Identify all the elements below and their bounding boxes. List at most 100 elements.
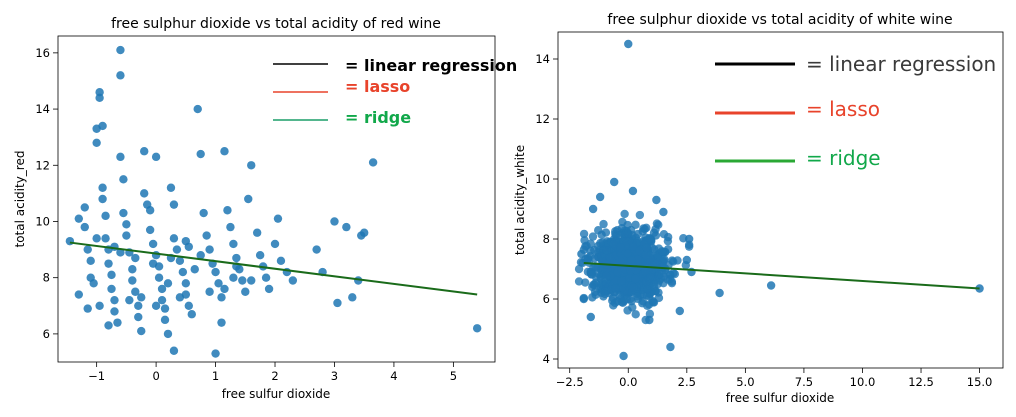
white-data-point [652,219,662,228]
red-data-point [196,149,205,159]
white-data-point [642,243,651,252]
white-data-point [659,207,668,217]
white-data-point [594,226,603,235]
white-x-tick-label: 10.0 [850,375,876,389]
white-legend-label: = linear regression [806,52,996,76]
white-data-point [638,299,647,308]
red-data-point [247,161,256,170]
white-plot-frame [557,31,1004,369]
white-data-point [574,264,584,274]
red-data-point [217,318,226,327]
white-data-point [613,267,623,277]
white-data-point [618,254,627,264]
red-data-point [348,293,357,302]
red-data-point [472,324,482,333]
red-data-point [140,147,149,156]
red-data-point [101,211,110,221]
red-data-point [229,239,238,249]
white-data-point [576,258,586,267]
red-data-point [86,256,95,266]
red-data-point [166,183,176,192]
white-data-point [645,315,654,325]
white-data-point [633,229,642,239]
red-data-point [74,214,84,223]
white-data-point [766,281,776,290]
red-data-point [151,152,161,162]
red-data-point [119,175,128,184]
red-data-point [134,312,143,322]
red-data-point [175,293,185,302]
red-data-point [116,45,125,55]
red-data-point [74,290,84,299]
red-data-point [217,293,226,302]
red-data-point [116,248,125,257]
red-data-point [223,206,232,215]
red-data-point [131,287,140,296]
white-data-point [581,278,590,287]
white-data-point [588,232,598,241]
red-regression-line [69,241,478,296]
white-y-tick-label: 14 [535,52,550,66]
white-data-point [645,309,655,319]
white-data-point [665,275,675,284]
white-legend: = linear regression = lasso = ridge [715,52,996,170]
red-data-point [110,295,119,305]
white-data-point [627,296,636,306]
white-data-point [643,284,652,294]
red-data-point [241,287,250,296]
white-data-point [645,292,654,301]
white-data-point [624,39,633,49]
red-data-point [104,259,113,268]
red-chart-title: free sulphur dioxide vs total acidity of… [111,16,441,32]
white-data-point [649,298,658,307]
red-data-point [175,256,185,266]
red-y-tick-label: 16 [35,46,50,60]
white-data-point [605,253,615,262]
white-data-point [629,283,638,292]
red-data-point [169,200,179,209]
white-x-tick-label: −2.5 [556,375,584,389]
red-legend-label: = lasso [345,77,410,96]
red-data-point [95,301,104,310]
white-data-point [587,270,596,279]
white-y-tick-label: 10 [535,172,550,186]
red-data-point [255,251,265,260]
red-data-point [264,284,274,294]
red-data-point [160,315,170,325]
red-y-tick-label: 8 [43,271,50,285]
white-data-point [631,265,641,275]
red-x-tick-label: 5 [450,369,457,383]
white-data-point [609,239,618,249]
white-wine-chart: free sulphur dioxide vs total acidity of… [513,12,1004,405]
red-data-point [205,287,214,296]
white-data-point [600,287,610,296]
red-y-tick-label: 10 [35,214,50,228]
white-data-point [682,255,692,265]
white-x-tick-label: 15.0 [967,375,993,389]
red-data-point [116,152,125,162]
white-data-point [619,351,628,361]
white-data-point [623,306,632,315]
white-data-point [579,229,589,239]
white-data-point [649,228,659,237]
red-x-tick-label: 4 [390,369,397,383]
red-data-point [232,253,241,263]
red-legend: = linear regression = lasso = ridge [273,56,517,127]
red-data-point [214,279,223,288]
red-data-point [122,220,131,229]
white-data-point [616,243,625,252]
white-data-point [608,296,617,305]
white-data-point [659,230,669,239]
white-data-point [580,236,589,245]
red-data-point [187,310,196,319]
white-data-point [655,269,664,279]
white-data-point [657,247,667,256]
white-data-point [627,256,636,265]
red-data-point [193,104,202,114]
red-x-axis-label: free sulfur dioxide [222,387,331,401]
white-y-tick-label: 4 [543,352,550,366]
red-data-point [211,349,220,358]
red-data-point [98,183,107,192]
red-data-point [172,245,182,254]
white-data-point [652,195,661,205]
